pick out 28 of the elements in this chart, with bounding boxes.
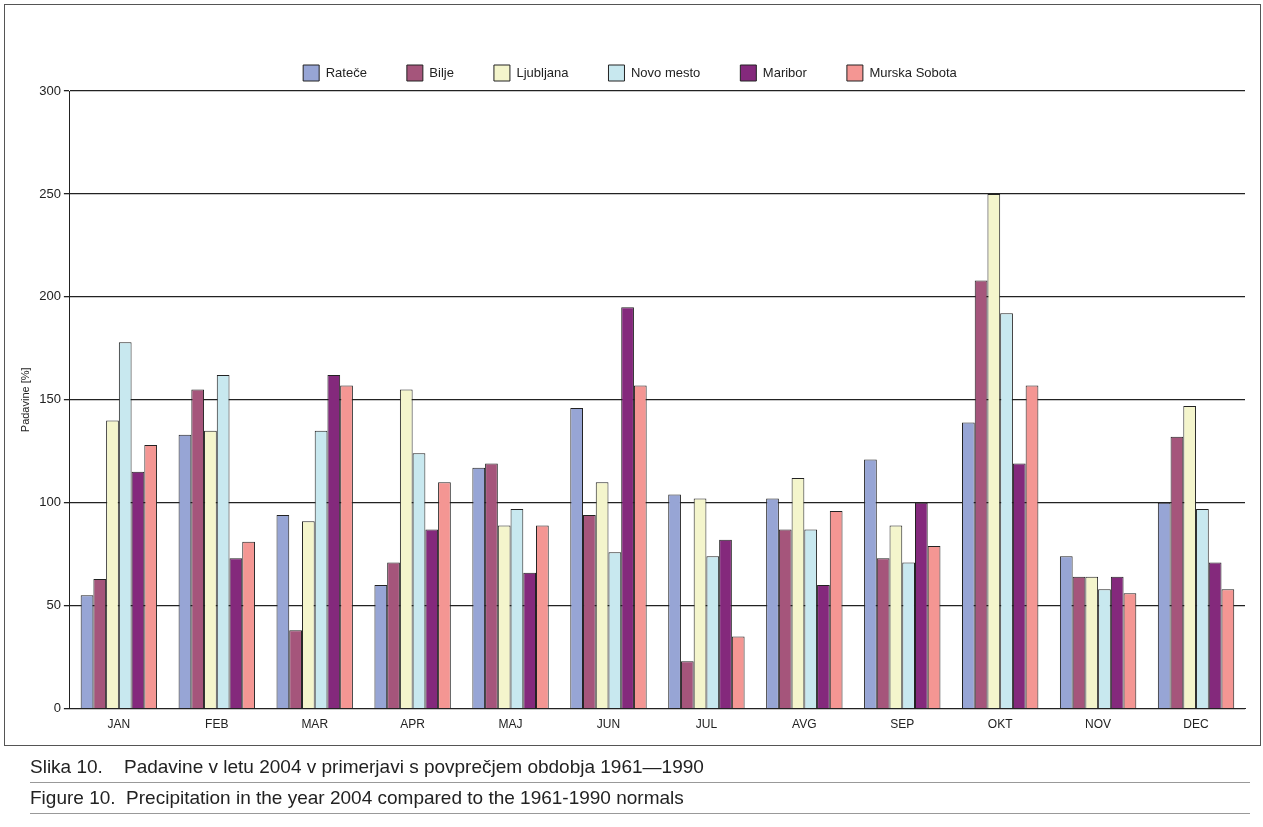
- legend-label: Novo mesto: [630, 64, 701, 80]
- y-tick-label: 250: [39, 185, 61, 201]
- legend-label: Bilje: [429, 64, 454, 80]
- x-tick-label: JUL: [695, 717, 718, 732]
- y-tick-label: 200: [39, 288, 61, 304]
- x-tick-label: APR: [400, 717, 426, 732]
- text: Slika 10. Padavine v letu 2004 v primerjavi s povprečjem obdobja 1961—1990: [30, 752, 1250, 783]
- x-tick-label: NOV: [1085, 717, 1112, 732]
- x-tick-label: JAN: [107, 717, 131, 732]
- legend-label: Maribor: [762, 64, 808, 80]
- legend-label: Rateče: [325, 64, 367, 80]
- y-tick-label: 50: [46, 597, 61, 613]
- y-tick-label: 0: [53, 700, 61, 716]
- y-axis-title: Padavine [%]: [18, 367, 31, 433]
- y-tick-label: 150: [39, 391, 61, 407]
- legend-label: Murska Sobota: [869, 64, 958, 80]
- caption: Figure 10. Precipitation in the year 2004 compared to the 1961-1990 normals: [30, 783, 1250, 814]
- x-tick-label: MAJ: [498, 717, 523, 732]
- x-tick-label: FEB: [205, 717, 229, 732]
- x-tick-label: OKT: [987, 717, 1014, 732]
- x-tick-label: DEC: [1183, 717, 1210, 732]
- y-tick-label: 300: [39, 82, 61, 98]
- x-tick-label: SEP: [890, 717, 915, 732]
- x-tick-label: AVG: [792, 717, 817, 732]
- y-tick-label: 100: [39, 494, 61, 510]
- x-tick-label: JUN: [596, 717, 621, 732]
- legend-label: Ljubljana: [516, 64, 570, 80]
- x-tick-label: MAR: [301, 717, 329, 732]
